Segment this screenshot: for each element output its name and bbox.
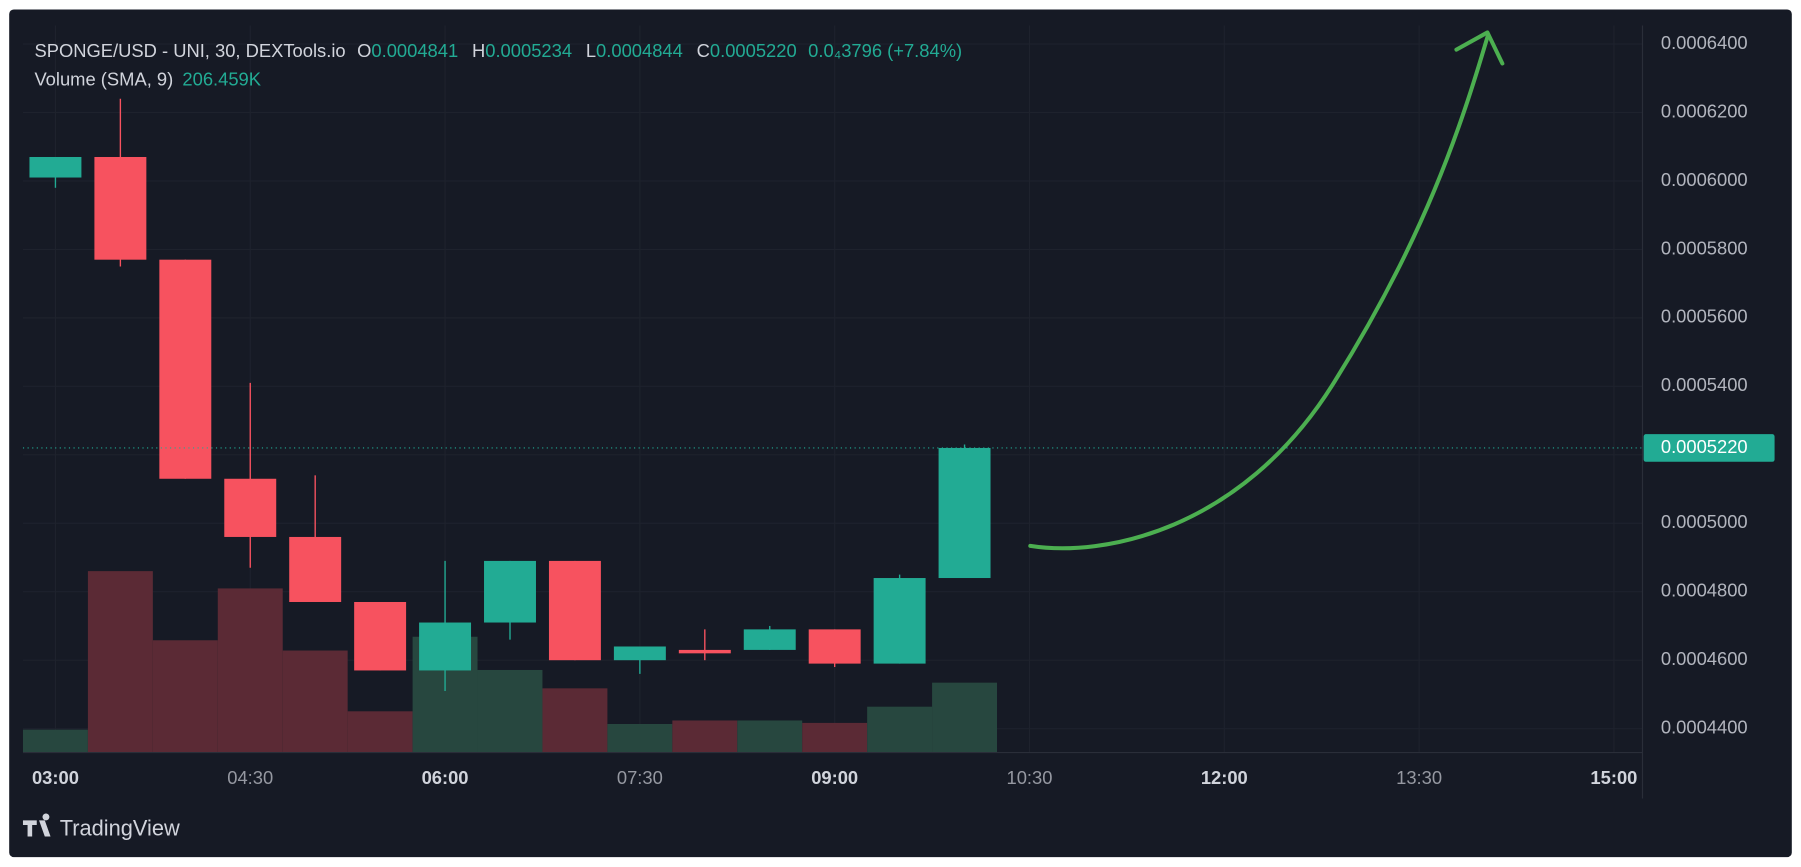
y-tick-label: 0.0005800 — [1661, 237, 1748, 258]
current-price-label: 0.0005220 — [1661, 436, 1748, 457]
volume-bar — [22, 729, 88, 753]
y-tick-label: 0.0006200 — [1661, 100, 1748, 121]
ohlc-value: 0.0005220 — [710, 40, 797, 61]
ohlc-key: H — [472, 40, 485, 61]
candle-body — [808, 629, 861, 664]
y-tick-label: 0.0006000 — [1661, 169, 1748, 190]
brand: TradingView — [22, 813, 180, 840]
x-tick-label: 04:30 — [227, 767, 273, 788]
volume-legend-value: 206.459K — [182, 69, 261, 90]
y-tick-label: 0.0005600 — [1661, 306, 1748, 327]
x-tick-label: 10:30 — [1007, 767, 1053, 788]
volume-bar — [672, 720, 738, 753]
x-tick-label: 03:00 — [32, 767, 79, 788]
candle-body — [354, 601, 407, 671]
volume-bar — [802, 722, 868, 753]
y-tick-label: 0.0004600 — [1661, 648, 1748, 669]
volume-bar — [87, 571, 153, 753]
arrow-head — [1454, 30, 1505, 66]
ohlc-value: 0.0004844 — [596, 40, 683, 61]
x-tick-label: 12:00 — [1201, 767, 1248, 788]
y-tick-label: 0.0005400 — [1661, 374, 1748, 395]
volume-bar — [477, 669, 543, 753]
candle-body — [548, 560, 601, 661]
candle-body — [678, 649, 731, 654]
trend-arrow — [1028, 35, 1490, 551]
volume-bar — [867, 706, 933, 753]
brand-name: TradingView — [60, 815, 180, 840]
ohlc-key: C — [697, 40, 710, 61]
ohlc-key: O — [357, 40, 371, 61]
volume-bar — [282, 650, 348, 753]
ohlc-value: 0.0005234 — [485, 40, 572, 61]
y-tick-label: 0.0005000 — [1661, 511, 1748, 532]
ohlc-value: 0.0004841 — [371, 40, 458, 61]
candle-body — [419, 622, 472, 671]
candle-body — [873, 578, 926, 664]
change-value: 0.0₄3796 (+7.84%) — [808, 40, 962, 61]
volume-layer — [22, 571, 998, 753]
y-tick-label: 0.0004400 — [1661, 717, 1748, 738]
x-tick-label: 06:00 — [422, 767, 469, 788]
ohlc-key: L — [586, 40, 596, 61]
chart-header: SPONGE/USD - UNI, 30, DEXTools.io O0.0004… — [34, 40, 962, 61]
candle-body — [613, 646, 666, 661]
candle-body — [289, 536, 342, 602]
x-tick-label: 07:30 — [617, 767, 663, 788]
volume-bar — [152, 640, 218, 753]
x-tick-label: 15:00 — [1590, 767, 1637, 788]
y-tick-label: 0.0004800 — [1661, 580, 1748, 601]
candle-layer — [29, 98, 991, 691]
candle-body — [159, 259, 212, 479]
candle-body — [743, 629, 796, 650]
volume-legend-label: Volume (SMA, 9) — [34, 69, 173, 90]
current-price-tag — [1643, 434, 1775, 462]
volume-bar — [542, 688, 608, 753]
volume-bar — [217, 588, 283, 753]
candle-body — [94, 156, 147, 260]
volume-bar — [737, 720, 803, 753]
volume-bar — [607, 723, 673, 753]
candle-body — [938, 447, 991, 579]
candle-body — [29, 156, 82, 178]
volume-legend: Volume (SMA, 9) 206.459K — [34, 69, 261, 90]
y-tick-label: 0.0006400 — [1661, 32, 1748, 53]
candle-body — [484, 560, 536, 623]
candle-body — [224, 478, 277, 537]
x-tick-label: 13:30 — [1396, 767, 1442, 788]
x-tick-label: 09:00 — [811, 767, 858, 788]
volume-bar — [932, 682, 998, 753]
brand-logo — [22, 813, 51, 837]
volume-bar — [347, 711, 413, 753]
chart-title: SPONGE/USD - UNI, 30, DEXTools.io — [34, 40, 345, 61]
